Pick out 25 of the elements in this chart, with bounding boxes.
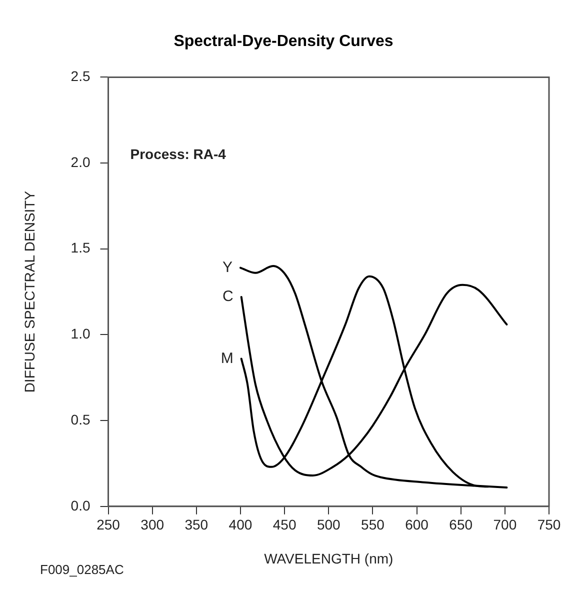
x-tick-label: 650 [449,516,473,533]
y-tick-label: 1.5 [70,240,90,256]
series-label: C [222,288,234,306]
x-axis-title: WAVELENGTH (nm) [264,550,394,566]
x-tick-label: 500 [316,516,341,533]
series-label: Y [222,258,232,276]
x-tick-label: 250 [96,516,120,533]
series-label: M [220,350,234,367]
y-tick-label: 1.0 [70,326,90,342]
x-tick-label: 450 [272,516,296,533]
y-tick-label: 0.5 [70,411,90,428]
text: F009_0285AC [40,562,124,577]
y-axis-title: DIFFUSE SPECTRAL DENSITY [21,190,38,393]
y-tick-label: 2.0 [70,154,90,170]
x-tick-label: 550 [361,516,385,533]
x-tick-label: 700 [493,516,517,533]
x-tick-label: 400 [228,516,252,533]
x-tick-label: 350 [184,516,208,533]
y-tick-label: 0.0 [70,497,90,514]
chart-title: Spectral-Dye-Density Curves [174,33,394,50]
x-tick-label: 300 [140,516,164,533]
x-tick-label: 750 [537,516,561,533]
x-tick-label: 600 [405,516,429,533]
annotation: Process: RA-4 [130,146,226,162]
y-tick-label: 2.5 [70,68,90,84]
